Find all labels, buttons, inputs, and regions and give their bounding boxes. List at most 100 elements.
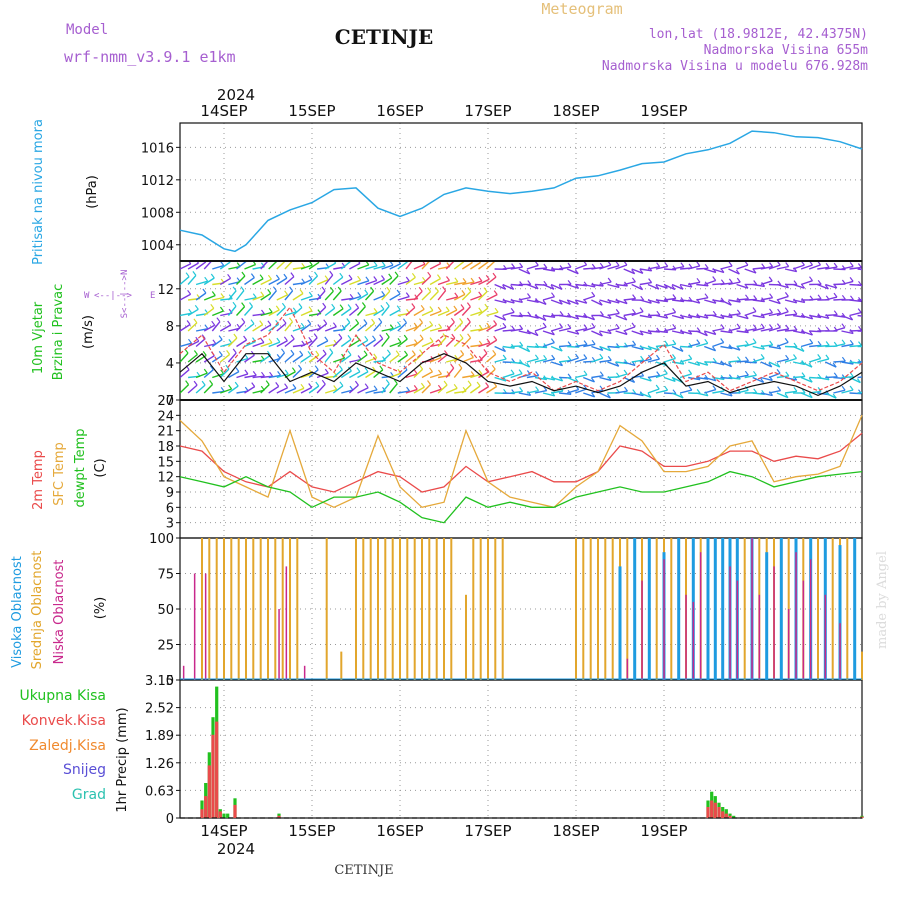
wind-barb	[841, 330, 854, 335]
wind-barb-tick	[193, 380, 198, 386]
wind-barb-tick	[298, 364, 302, 370]
wind-barb-tick	[385, 332, 390, 338]
wind-barb-tick	[397, 321, 401, 327]
wind-barb-tick	[832, 362, 837, 368]
wind-barb	[244, 297, 257, 301]
wind-barb-tick	[209, 365, 214, 371]
wind-barb	[373, 265, 386, 270]
wind-barb	[252, 341, 265, 348]
wind-barb	[526, 330, 539, 337]
wind-barb-tick	[300, 383, 305, 389]
cloud-low-bar	[692, 601, 695, 680]
wind-barb-tick	[394, 271, 399, 277]
wind-barb	[461, 306, 471, 316]
wind-barb-tick	[688, 354, 693, 360]
wind-barb	[421, 371, 433, 379]
wind-barb-tick	[857, 308, 862, 313]
wind-barb	[583, 326, 596, 332]
wind-barb-tick	[769, 324, 773, 329]
wind-barb-tick	[268, 307, 273, 313]
wind-barb-tick	[429, 367, 433, 373]
wind-barb-tick	[574, 377, 579, 383]
wind-barb	[276, 352, 286, 363]
wind-barb	[292, 292, 304, 301]
wind-barb	[227, 305, 237, 316]
wind-barb	[542, 268, 555, 272]
wind-barb	[308, 275, 318, 285]
wind-barb-tick	[284, 290, 289, 296]
cloud-low-bar	[736, 580, 739, 680]
wind-barb-tick	[371, 318, 376, 324]
wind-barb	[534, 389, 547, 394]
wind-barb-tick	[598, 300, 603, 306]
wind-barb	[349, 262, 361, 270]
wind-barb-tick	[372, 335, 376, 341]
wind-barb-tick	[267, 350, 271, 356]
wind-barb-tick	[204, 276, 209, 282]
wind-barb-tick	[338, 365, 343, 371]
wind-barb-tick	[599, 371, 604, 377]
wind-barb	[268, 385, 280, 394]
wind-barb	[405, 373, 418, 379]
wind-barb-tick	[849, 315, 854, 321]
wind-barb	[437, 290, 447, 301]
wind-barb-tick	[289, 286, 294, 292]
year-top: 2024	[217, 86, 255, 104]
wind-barb-tick	[364, 383, 369, 389]
wind-barb	[647, 358, 660, 363]
wind-barb	[534, 345, 547, 349]
wind-barb	[187, 322, 198, 332]
wind-barb	[639, 392, 652, 399]
wind-barb	[631, 330, 644, 336]
wind-barb	[397, 295, 410, 301]
wind-barb	[324, 326, 337, 332]
wind-barb-tick	[688, 369, 693, 375]
wind-barb	[615, 330, 628, 336]
wind-barb-tick	[355, 318, 360, 324]
wind-barb	[833, 327, 846, 332]
wind-barb	[825, 376, 838, 379]
wind-barb-tick	[267, 274, 272, 280]
wind-barb	[712, 314, 725, 320]
wind-barb-tick	[434, 287, 439, 292]
wind-barb	[429, 262, 442, 270]
wind-barb-tick	[867, 313, 870, 317]
wind-barb	[510, 299, 523, 303]
wind-barb	[227, 337, 238, 347]
wind-barb	[340, 307, 352, 317]
wind-barb-tick	[785, 324, 790, 330]
wind-barb	[453, 367, 463, 378]
wind-barb-tick	[470, 277, 475, 283]
wind-barb	[341, 297, 354, 301]
wind-barb-tick	[307, 350, 312, 356]
wind-barb	[607, 265, 620, 270]
wind-barb-tick	[785, 354, 790, 360]
wind-barb	[607, 361, 620, 367]
wind-barb	[429, 310, 442, 317]
wind-barb	[736, 374, 749, 379]
wind-barb-tick	[679, 393, 684, 399]
wind-barb-tick	[615, 309, 620, 314]
wind-barb-tick	[559, 323, 563, 328]
cloud-mid-bar	[589, 538, 592, 680]
wind-barb-tick	[459, 333, 464, 339]
wind-barb	[260, 278, 272, 286]
wind-barb-tick	[867, 295, 870, 299]
wind-barb	[332, 290, 342, 301]
wind-barb-tick	[370, 286, 375, 292]
wind-barb-tick	[232, 348, 237, 354]
wind-barb-tick	[252, 293, 257, 299]
wind-barb-tick	[452, 257, 455, 261]
wind-barb	[744, 342, 757, 348]
wind-barb	[647, 283, 660, 290]
wind-barb-tick	[776, 323, 781, 328]
wind-barb	[841, 265, 854, 270]
wind-barb-tick	[696, 339, 701, 344]
wind-speed-line	[179, 352, 863, 397]
wind-barb-tick	[801, 372, 806, 377]
wind-barb	[365, 279, 378, 286]
cloud-low-bar	[824, 594, 827, 680]
wind-barb	[211, 339, 223, 348]
wind-barb-tick	[615, 323, 620, 329]
wind-barb	[647, 374, 660, 379]
